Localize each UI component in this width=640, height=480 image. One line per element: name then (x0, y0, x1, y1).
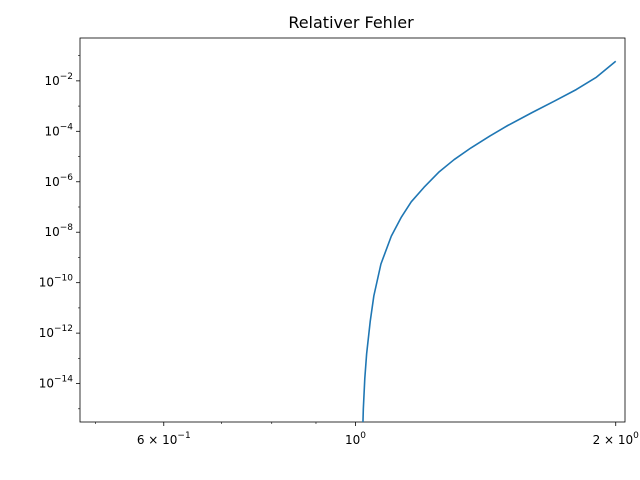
x-tick-label: 6 × 10−1 (137, 431, 191, 447)
chart-title: Relativer Fehler (288, 13, 414, 32)
y-tick-label: 10−10 (39, 274, 74, 290)
series-line (362, 60, 617, 423)
y-tick-label: 10−14 (39, 375, 74, 391)
axes: 10−14 10−12 10−10 10−8 10−6 10−4 10−2 6 × 10−1 1… (39, 37, 640, 447)
y-tick-label: 10−6 (44, 173, 73, 189)
x-tick-label: 100 (345, 431, 366, 447)
y-tick-label: 10−8 (44, 223, 73, 239)
data-layer (362, 60, 617, 423)
y-tick-label: 10−2 (44, 72, 73, 88)
plot-frame (79, 37, 626, 423)
x-tick-label: 2 × 100 (593, 431, 640, 447)
y-tick-label: 10−12 (39, 324, 73, 340)
y-tick-label: 10−4 (44, 122, 73, 138)
